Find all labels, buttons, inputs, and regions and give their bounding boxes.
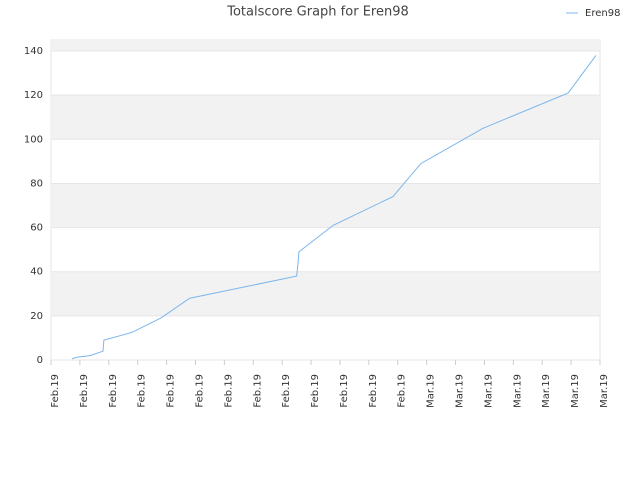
grid-band: [51, 40, 600, 52]
grid-band: [51, 183, 600, 228]
y-tick-label: 20: [30, 311, 43, 322]
y-tick-label: 100: [24, 134, 43, 145]
grid-band: [51, 95, 600, 140]
x-tick-label: Mar.19: [541, 374, 552, 408]
x-tick-label: Feb.19: [137, 374, 148, 408]
x-tick-label: Mar.19: [599, 374, 610, 408]
x-tick-label: Feb.19: [368, 374, 379, 408]
x-tick-label: Feb.19: [339, 374, 350, 408]
data-line: [71, 55, 597, 360]
x-tick-label: Mar.19: [426, 374, 437, 408]
chart-title: Totalscore Graph for Eren98: [226, 5, 409, 20]
x-tick-label: Feb.19: [50, 374, 61, 408]
x-tick-label: Feb.19: [79, 374, 90, 408]
y-tick-label: 40: [30, 267, 43, 278]
x-tick-label: Feb.19: [281, 374, 292, 408]
legend-label: Eren98: [585, 8, 620, 19]
x-tick-label: Feb.19: [194, 374, 205, 408]
y-tick-label: 120: [24, 90, 43, 101]
y-tick-label: 60: [30, 223, 43, 234]
x-tick-label: Mar.19: [512, 374, 523, 408]
x-tick-label: Feb.19: [397, 374, 408, 408]
y-tick-label: 140: [24, 46, 43, 57]
x-tick-label: Feb.19: [108, 374, 119, 408]
x-tick-label: Feb.19: [166, 374, 177, 408]
x-tick-label: Feb.19: [310, 374, 321, 408]
grid-band: [51, 271, 600, 316]
x-tick-label: Feb.19: [223, 374, 234, 408]
x-tick-label: Mar.19: [455, 374, 466, 408]
x-tick-label: Feb.19: [252, 374, 263, 408]
y-tick-label: 0: [37, 355, 43, 366]
y-tick-label: 80: [30, 178, 43, 189]
x-tick-label: Mar.19: [570, 374, 581, 408]
x-tick-label: Mar.19: [483, 374, 494, 408]
